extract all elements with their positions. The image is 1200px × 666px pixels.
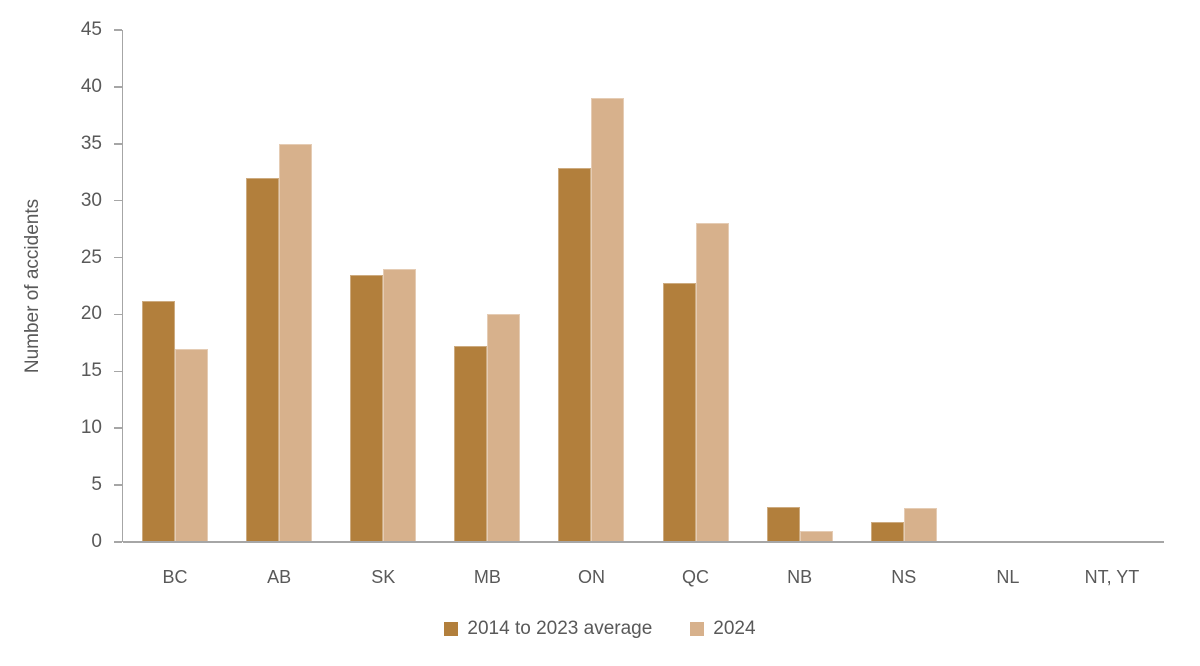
- x-tick-label-NT-YT: NT, YT: [1084, 567, 1140, 587]
- y-tick-label: 15: [80, 360, 102, 382]
- legend-item-average: 2014 to 2023 average: [444, 618, 652, 640]
- bar-MB-current: [487, 314, 521, 542]
- y-tick-label: 35: [80, 132, 102, 154]
- y-tick-mark: [113, 143, 122, 145]
- x-axis-line: [123, 541, 1164, 543]
- legend-swatch-icon: [444, 622, 459, 636]
- bar-AB-average: [246, 177, 280, 542]
- bar-NB-average: [766, 506, 800, 542]
- y-tick-mark: [113, 256, 122, 259]
- x-tick-label-NS: NS: [891, 567, 917, 587]
- y-tick-label: 10: [80, 417, 102, 439]
- bar-AB-current: [279, 143, 313, 542]
- legend: 2014 to 2023 average 2024: [0, 618, 1200, 640]
- bar-SK-current: [383, 268, 417, 542]
- y-tick-mark: [113, 29, 122, 31]
- y-tick-mark: [113, 199, 122, 202]
- y-tick-mark: [113, 370, 122, 373]
- bar-QC-average: [662, 282, 696, 542]
- x-tick-label-NL: NL: [996, 567, 1020, 587]
- bar-QC-current: [695, 223, 729, 542]
- x-tick-label-QC: QC: [682, 567, 710, 587]
- bar-ON-current: [591, 98, 625, 542]
- y-tick-mark: [113, 86, 122, 88]
- y-tick-label: 45: [80, 19, 102, 40]
- y-tick-label: 0: [91, 531, 102, 552]
- bar-NS-current: [903, 507, 937, 542]
- y-tick-label: 20: [80, 303, 102, 325]
- y-axis-line: [121, 30, 123, 542]
- y-tick-label: 5: [91, 474, 102, 496]
- bar-NB-current: [799, 530, 833, 542]
- x-tick-label-MB: MB: [473, 567, 501, 587]
- legend-swatch-icon: [690, 622, 705, 636]
- y-axis-title: Number of accidents: [22, 198, 43, 374]
- y-tick-label: 30: [80, 189, 102, 211]
- x-tick-label-BC: BC: [162, 567, 188, 587]
- y-tick-mark: [113, 427, 122, 429]
- y-tick-mark: [113, 313, 122, 316]
- bar-BC-current: [175, 348, 209, 542]
- y-tick-label: 40: [80, 75, 102, 97]
- bar-ON-average: [558, 167, 592, 542]
- y-tick-mark: [113, 541, 122, 543]
- bar-BC-average: [142, 300, 176, 542]
- x-tick-label-AB: AB: [267, 567, 292, 587]
- bar-MB-average: [454, 346, 488, 542]
- x-tick-label-NB: NB: [787, 567, 813, 587]
- y-tick-label: 25: [80, 246, 102, 268]
- legend-item-2024: 2024: [690, 618, 756, 640]
- bar-NS-average: [870, 521, 904, 542]
- x-tick-label-ON: ON: [577, 567, 605, 587]
- legend-label: 2014 to 2023 average: [467, 618, 653, 639]
- y-tick-mark: [113, 484, 122, 486]
- x-tick-label-SK: SK: [371, 567, 396, 587]
- bar-SK-average: [350, 274, 384, 542]
- legend-label: 2024: [713, 618, 756, 639]
